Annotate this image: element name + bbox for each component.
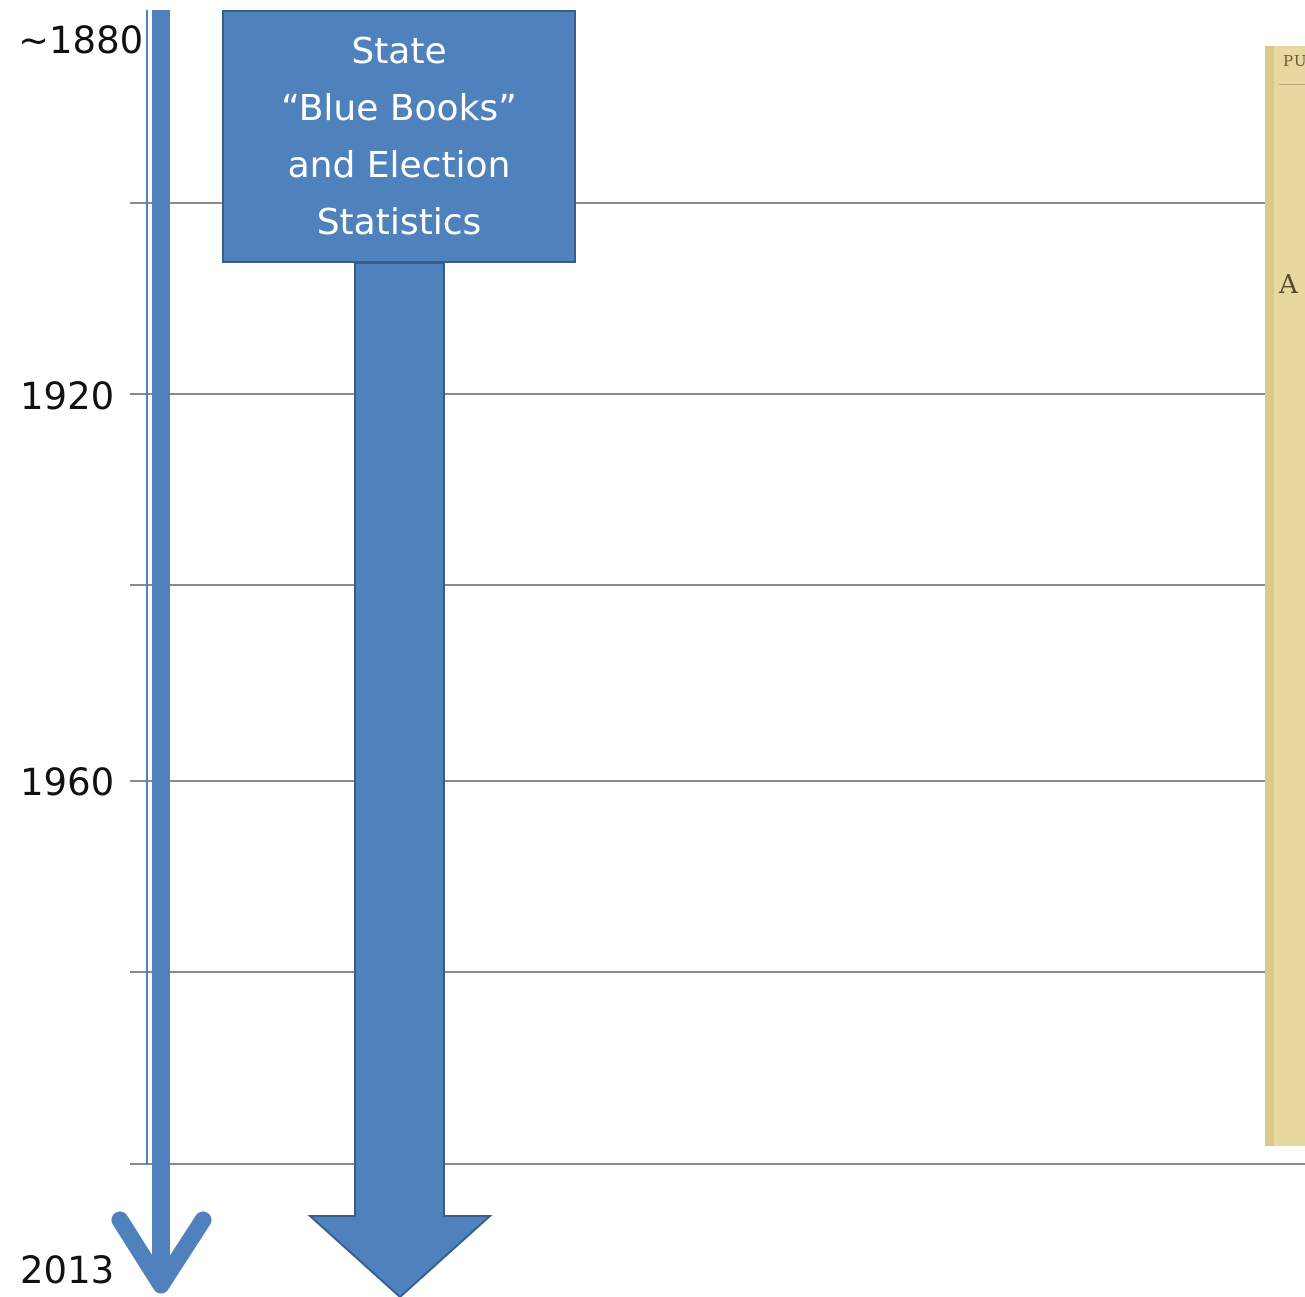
gridline-5	[130, 971, 1265, 973]
year-label-start: ~1880	[18, 19, 144, 62]
timeline-axis	[152, 10, 170, 1280]
source-box-line-1: State	[351, 30, 447, 72]
source-box-line-2: “Blue Books”	[281, 87, 517, 129]
gridline-1	[130, 202, 1265, 204]
source-box-line-4: Statistics	[316, 201, 482, 243]
gridline-4	[130, 780, 1265, 782]
source-box-line-3: and Election	[287, 144, 511, 186]
gridline-6	[130, 1163, 1305, 1165]
gridline-2	[130, 393, 1265, 395]
scanned-document-image: PU A	[1265, 46, 1305, 1146]
scan-rule-line	[1279, 84, 1305, 85]
year-label-1920: 1920	[20, 375, 115, 418]
timeline-arrowhead	[111, 1211, 212, 1294]
year-label-end: 2013	[20, 1249, 115, 1292]
scan-header-text: PU	[1283, 52, 1305, 70]
source-box: State “Blue Books” and Election Statisti…	[222, 10, 576, 263]
gridline-3	[130, 584, 1265, 586]
scan-page-edge	[1265, 46, 1274, 1146]
source-block-arrow	[307, 262, 493, 1297]
scan-initial-letter: A	[1279, 270, 1298, 300]
year-label-1960: 1960	[20, 761, 115, 804]
